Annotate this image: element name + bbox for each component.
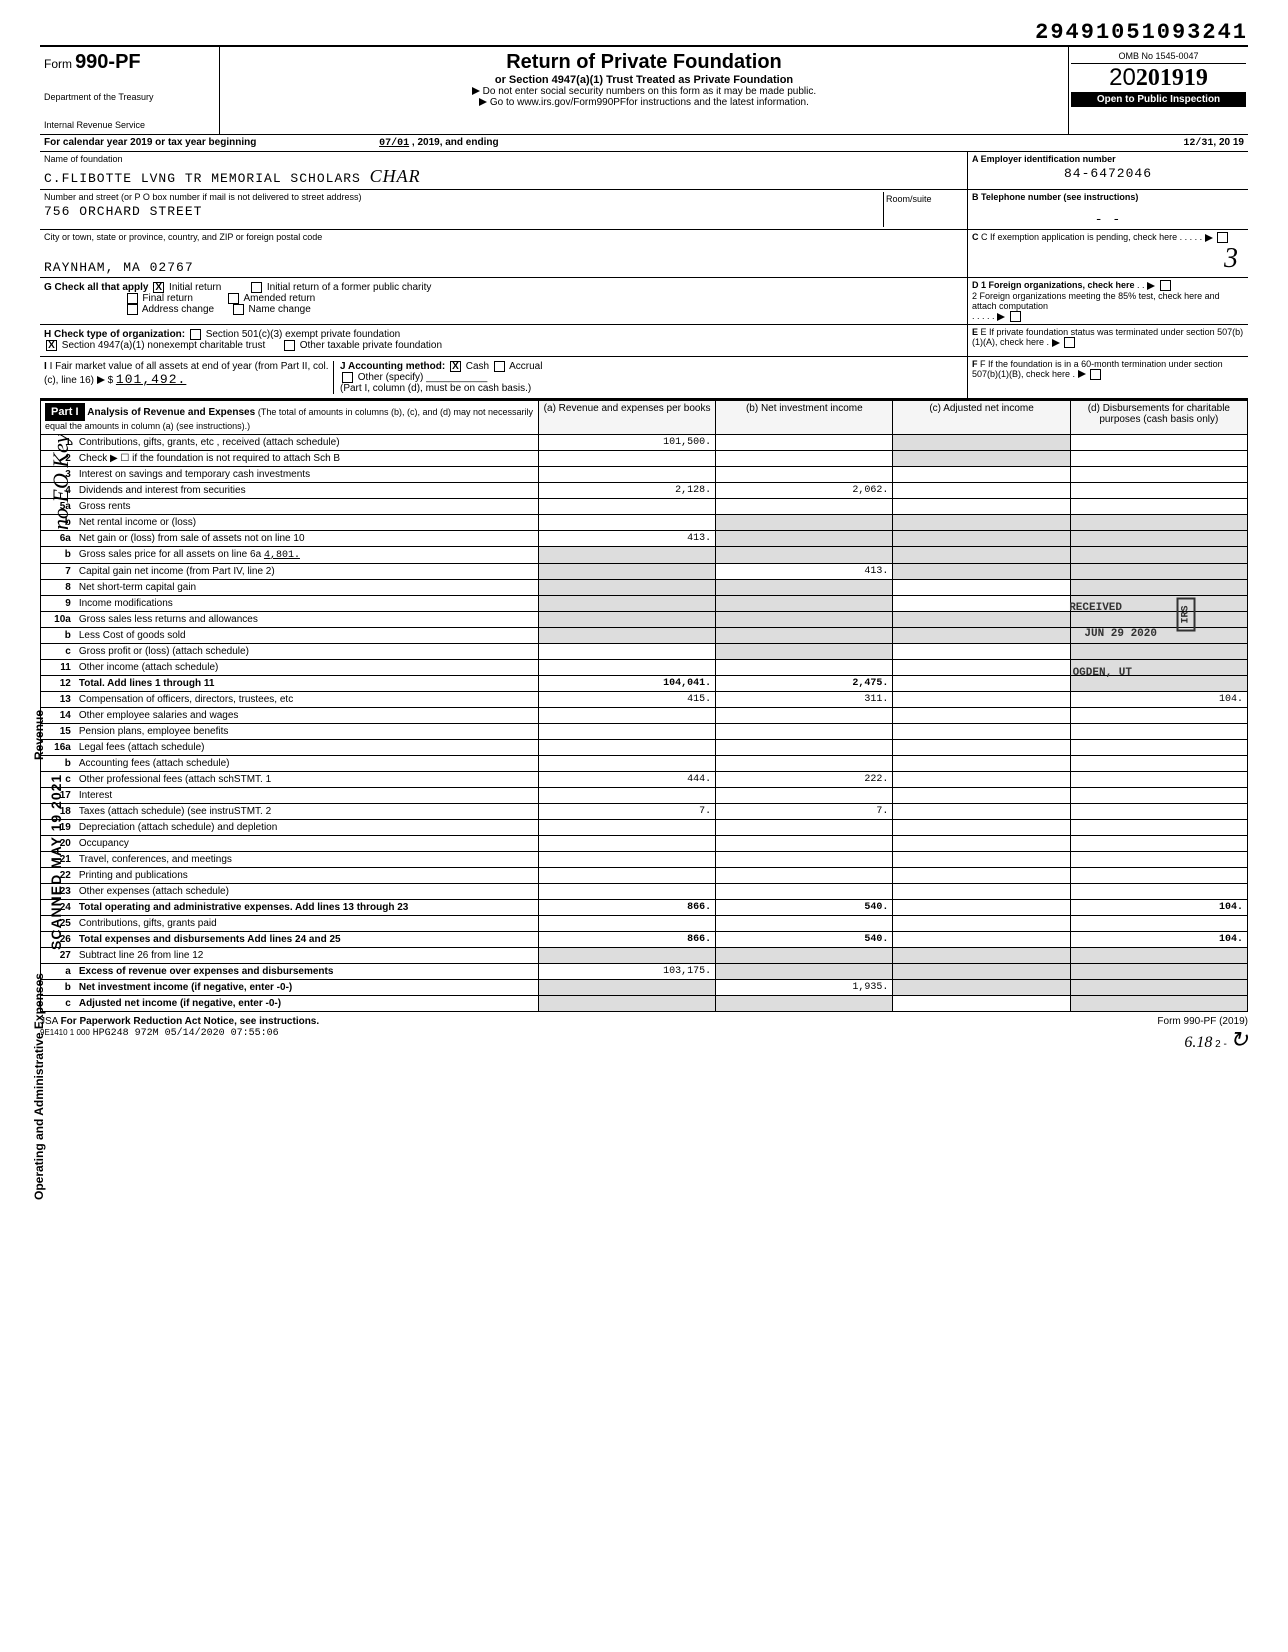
table-row: 7Capital gain net income (from Part IV, … bbox=[41, 563, 1248, 579]
city-block: City or town, state or province, country… bbox=[40, 230, 968, 277]
table-row: 16aLegal fees (attach schedule) bbox=[41, 739, 1248, 755]
col-c-header: (c) Adjusted net income bbox=[893, 400, 1070, 434]
part1-label: Part I bbox=[45, 403, 85, 421]
d-foreign: D 1 Foreign organizations, check here . … bbox=[968, 278, 1248, 324]
stamp-date: JUN 29 2020 bbox=[1078, 626, 1163, 642]
main-title: Return of Private Foundation bbox=[224, 51, 1064, 74]
omb-number: OMB No 1545-0047 bbox=[1071, 49, 1246, 64]
form-prefix: Form bbox=[44, 57, 72, 71]
table-row: 19Depreciation (attach schedule) and dep… bbox=[41, 819, 1248, 835]
received-stamp: RECEIVED bbox=[1063, 600, 1128, 616]
table-row: bNet investment income (if negative, ent… bbox=[41, 979, 1248, 995]
subtitle: or Section 4947(a)(1) Trust Treated as P… bbox=[224, 74, 1064, 86]
phone-block: B Telephone number (see instructions) - … bbox=[968, 190, 1248, 229]
table-row: bAccounting fees (attach schedule) bbox=[41, 755, 1248, 771]
table-row: 5aGross rents bbox=[41, 498, 1248, 514]
c-exemption: C C If exemption application is pending,… bbox=[968, 230, 1248, 277]
ssn-warning: Do not enter social security numbers on … bbox=[224, 86, 1064, 97]
table-row: 15Pension plans, employee benefits bbox=[41, 723, 1248, 739]
stamp-irs: IRS bbox=[1176, 597, 1195, 631]
table-row: 6aNet gain or (loss) from sale of assets… bbox=[41, 530, 1248, 546]
table-row: 3Interest on savings and temporary cash … bbox=[41, 466, 1248, 482]
table-row: 8Net short-term capital gain bbox=[41, 579, 1248, 595]
table-row: 4Dividends and interest from securities2… bbox=[41, 482, 1248, 498]
foundation-name-block: Name of foundation C.FLIBOTTE LVNG TR ME… bbox=[40, 152, 968, 189]
form-header: Form 990-PF Department of the Treasury I… bbox=[40, 45, 1248, 135]
stamp-location: OGDEN, UT bbox=[1067, 665, 1138, 681]
form-number: 990-PF bbox=[75, 51, 141, 73]
street-block: Number and street (or P O box number if … bbox=[44, 192, 883, 227]
table-row: 1Contributions, gifts, grants, etc , rec… bbox=[41, 434, 1248, 450]
table-row: 14Other employee salaries and wages bbox=[41, 707, 1248, 723]
i-j-block: I I Fair market value of all assets at e… bbox=[40, 357, 968, 398]
calendar-year-row: For calendar year 2019 or tax year begin… bbox=[40, 135, 1248, 152]
table-row: 23Other expenses (attach schedule) bbox=[41, 883, 1248, 899]
inspection-label: Open to Public Inspection bbox=[1071, 92, 1246, 107]
e-terminated: E E If private foundation status was ter… bbox=[968, 325, 1248, 355]
table-row: cAdjusted net income (if negative, enter… bbox=[41, 995, 1248, 1011]
ein-block: A Employer identification number 84-6472… bbox=[968, 152, 1248, 189]
document-number: 29491051093241 bbox=[40, 20, 1248, 45]
footer: JSA For Paperwork Reduction Act Notice, … bbox=[40, 1016, 1248, 1053]
table-row: cGross profit or (loss) (attach schedule… bbox=[41, 643, 1248, 659]
table-row: bNet rental income or (loss) bbox=[41, 514, 1248, 530]
part1-table: Part I Analysis of Revenue and Expenses … bbox=[40, 400, 1248, 1012]
dept-treasury: Department of the Treasury bbox=[44, 92, 215, 102]
dept-irs: Internal Revenue Service bbox=[44, 120, 215, 130]
table-row: 13Compensation of officers, directors, t… bbox=[41, 691, 1248, 707]
table-row: 26Total expenses and disbursements Add l… bbox=[41, 931, 1248, 947]
table-row: 27Subtract line 26 from line 12 bbox=[41, 947, 1248, 963]
col-b-header: (b) Net investment income bbox=[716, 400, 893, 434]
table-row: 2Check ▶ ☐ if the foundation is not requ… bbox=[41, 450, 1248, 466]
table-row: cOther professional fees (attach schSTMT… bbox=[41, 771, 1248, 787]
goto-instructions: Go to www.irs.gov/Form990PFfor instructi… bbox=[224, 97, 1064, 108]
table-row: bLess Cost of goods sold bbox=[41, 627, 1248, 643]
col-a-header: (a) Revenue and expenses per books bbox=[538, 400, 715, 434]
table-row: 17Interest bbox=[41, 787, 1248, 803]
table-row: 24Total operating and administrative exp… bbox=[41, 899, 1248, 915]
revenue-side-label: Revenue bbox=[32, 710, 46, 760]
col-d-header: (d) Disbursements for charitable purpose… bbox=[1070, 400, 1247, 434]
tax-year: 20201919 bbox=[1071, 64, 1246, 92]
table-row: 18Taxes (attach schedule) (see instruSTM… bbox=[41, 803, 1248, 819]
h-org-type: H Check type of organization: Section 50… bbox=[40, 325, 968, 355]
table-row: bGross sales price for all assets on lin… bbox=[41, 546, 1248, 563]
f-termination: F F If the foundation is in a 60-month t… bbox=[968, 357, 1248, 398]
table-row: 21Travel, conferences, and meetings bbox=[41, 851, 1248, 867]
room-suite: Room/suite bbox=[883, 192, 963, 227]
expenses-side-label: Operating and Administrative Expenses bbox=[32, 973, 46, 1200]
table-row: 20Occupancy bbox=[41, 835, 1248, 851]
table-row: aExcess of revenue over expenses and dis… bbox=[41, 963, 1248, 979]
table-row: 22Printing and publications bbox=[41, 867, 1248, 883]
g-check-block: G Check all that apply X Initial return … bbox=[40, 278, 968, 324]
table-row: 25Contributions, gifts, grants paid bbox=[41, 915, 1248, 931]
